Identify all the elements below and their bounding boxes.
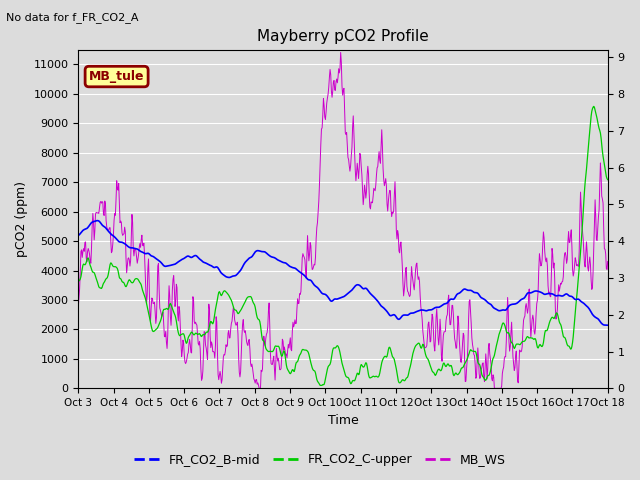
Text: No data for f_FR_CO2_A: No data for f_FR_CO2_A <box>6 12 139 23</box>
Text: MB_tule: MB_tule <box>89 70 145 83</box>
Title: Mayberry pCO2 Profile: Mayberry pCO2 Profile <box>257 29 429 44</box>
Legend: FR_CO2_B-mid, FR_CO2_C-upper, MB_WS: FR_CO2_B-mid, FR_CO2_C-upper, MB_WS <box>129 448 511 471</box>
X-axis label: Time: Time <box>328 414 358 427</box>
Y-axis label: pCO2 (ppm): pCO2 (ppm) <box>15 181 28 257</box>
